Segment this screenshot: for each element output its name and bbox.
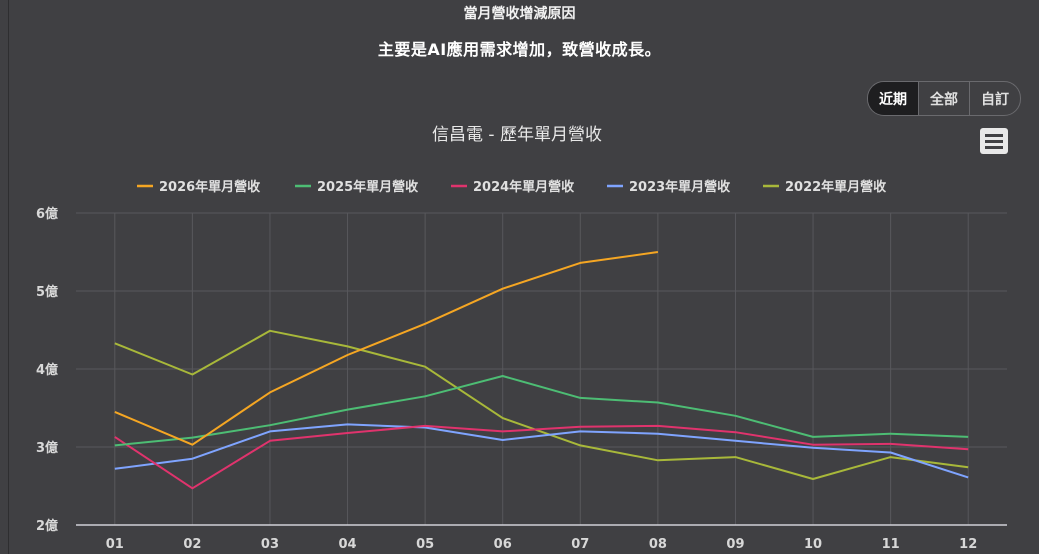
x-tick-label: 06 (494, 537, 512, 552)
x-tick-label: 02 (183, 537, 201, 552)
x-tick-label: 04 (338, 537, 356, 552)
x-tick-label: 09 (726, 537, 744, 552)
series-line[interactable] (114, 375, 969, 447)
range-custom-button[interactable]: 自訂 (969, 82, 1020, 115)
x-tick-label: 12 (959, 537, 977, 552)
legend-item[interactable]: 2022年單月營收 (763, 179, 887, 195)
y-tick-label: 2億 (36, 518, 58, 534)
x-tick-label: 05 (416, 537, 434, 552)
x-tick-label: 01 (106, 537, 124, 552)
left-border (8, 0, 9, 554)
legend-label: 2026年單月營收 (159, 179, 261, 195)
x-tick-label: 03 (261, 537, 279, 552)
series-line[interactable] (114, 423, 969, 479)
legend: 2026年單月營收 2025年單月營收 2024年單月營收 2023年單月營收 2022… (137, 179, 887, 195)
x-tick-label: 07 (571, 537, 589, 552)
y-tick-label: 4億 (36, 362, 58, 378)
series-lines (114, 251, 969, 490)
chart-title: 信昌電 - 歷年單月營收 (432, 125, 602, 145)
hamburger-menu-icon[interactable] (980, 128, 1008, 154)
grid (76, 212, 1007, 525)
y-tick-label: 5億 (36, 284, 58, 300)
range-recent-button[interactable]: 近期 (868, 82, 918, 115)
legend-label: 2023年單月營收 (629, 179, 731, 195)
legend-label: 2024年單月營收 (473, 179, 575, 195)
legend-item[interactable]: 2026年單月營收 (137, 179, 261, 195)
y-tick-label: 3億 (36, 440, 58, 456)
legend-item[interactable]: 2025年單月營收 (295, 179, 419, 195)
x-tick-label: 11 (882, 537, 900, 552)
axes: 2億 3億 4億 5億 6億 01 02 03 04 05 06 07 08 09 10 11 12 (36, 206, 1007, 552)
revenue-change-reason-heading: 當月營收增減原因 (463, 6, 576, 22)
x-tick-label: 10 (804, 537, 822, 552)
series-line[interactable] (114, 251, 659, 446)
x-tick-label: 08 (649, 537, 667, 552)
legend-label: 2025年單月營收 (317, 179, 419, 195)
legend-item[interactable]: 2023年單月營收 (607, 179, 731, 195)
series-line[interactable] (114, 329, 969, 480)
legend-item[interactable]: 2024年單月營收 (451, 179, 575, 195)
legend-label: 2022年單月營收 (785, 179, 887, 195)
series-line[interactable] (114, 424, 969, 490)
range-selector: 近期 全部 自訂 (867, 81, 1021, 116)
range-all-button[interactable]: 全部 (918, 82, 969, 115)
y-tick-label: 6億 (36, 206, 58, 222)
revenue-change-reason-text: 主要是AI應用需求增加，致營收成長。 (377, 40, 662, 59)
